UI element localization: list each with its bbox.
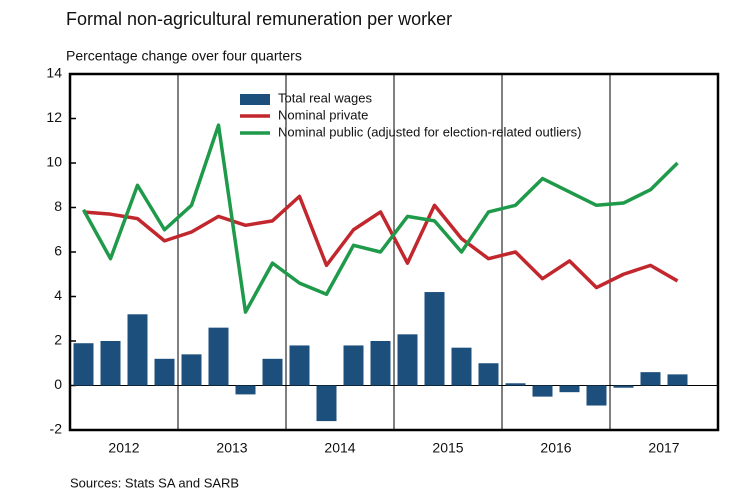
x-tick-label: 2013 [216, 440, 247, 456]
line [81, 123, 679, 314]
bar [127, 314, 148, 386]
subtitle: Percentage change over four quarters [66, 48, 302, 64]
bar [532, 385, 553, 397]
bar [154, 358, 175, 386]
bar [667, 374, 688, 386]
y-tick-label: 12 [46, 109, 62, 125]
bar [235, 385, 256, 395]
bar [181, 354, 202, 386]
y-tick-label: 4 [54, 287, 62, 303]
y-tick-label: 14 [46, 65, 62, 81]
bar [397, 334, 418, 386]
bar [370, 341, 391, 386]
line [83, 194, 679, 290]
bar [73, 343, 94, 386]
source: Sources: Stats SA and SARB [70, 475, 239, 490]
y-tick-label: 0 [54, 376, 62, 392]
y-tick-label: 10 [46, 154, 62, 170]
legend-label: Nominal private [278, 107, 368, 122]
x-tick-label: 2014 [324, 440, 355, 456]
bar [100, 341, 121, 386]
x-tick-label: 2015 [432, 440, 463, 456]
y-tick-label: 2 [54, 332, 62, 348]
bar [613, 385, 634, 388]
bar [640, 372, 661, 386]
legend-label: Total real wages [278, 90, 372, 105]
bar [478, 363, 499, 386]
bar [289, 345, 310, 386]
chart-title: Formal non-agricultural remuneration per… [66, 9, 452, 29]
y-tick-label: 6 [54, 243, 62, 259]
bar [424, 292, 445, 386]
legend-swatch [240, 94, 270, 105]
plot-frame [68, 72, 720, 432]
y-tick-label: -2 [50, 421, 63, 437]
legend-label: Nominal public (adjusted for election-re… [278, 124, 581, 139]
x-tick-label: 2016 [540, 440, 571, 456]
x-tick-label: 2012 [108, 440, 139, 456]
bar [559, 385, 580, 393]
bar [451, 347, 472, 386]
bar [505, 383, 526, 386]
bar [586, 385, 607, 406]
bar [316, 385, 337, 422]
x-tick-label: 2017 [648, 440, 679, 456]
bar [208, 327, 229, 386]
bar [262, 358, 283, 386]
y-tick-label: 8 [54, 198, 62, 214]
bar [343, 345, 364, 386]
